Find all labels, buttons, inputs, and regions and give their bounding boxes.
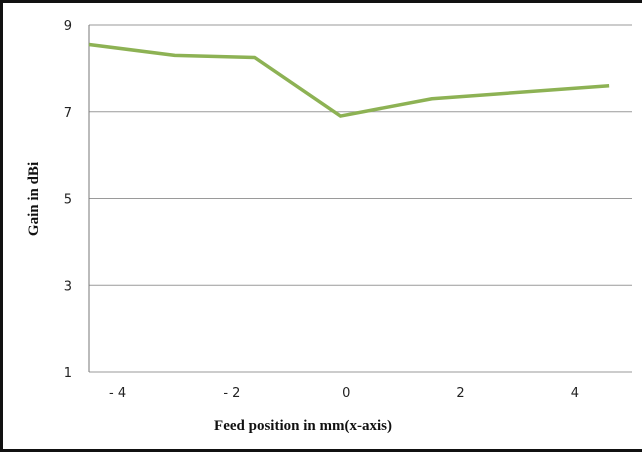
- x-tick-label: 0: [342, 386, 350, 401]
- y-tick-label: 9: [64, 19, 72, 34]
- x-tick-label: 4: [571, 386, 579, 401]
- x-tick-label: - 4: [109, 386, 126, 401]
- y-tick-label: 5: [64, 193, 72, 208]
- series-line: [88, 42, 610, 118]
- y-tick-labels: 1 3 5 7 9: [64, 19, 72, 381]
- y-tick-label: 3: [64, 279, 72, 294]
- x-tick-labels: - 4 - 2 0 2 4: [109, 386, 579, 401]
- y-tick-label: 1: [64, 366, 72, 381]
- y-axis-title: Gain in dBi: [26, 162, 42, 236]
- gridlines: [89, 24, 632, 373]
- x-tick-label: - 2: [223, 386, 240, 401]
- x-axis-title: Feed position in mm(x-axis): [214, 418, 392, 434]
- y-tick-label: 7: [64, 106, 72, 121]
- x-tick-label: 2: [456, 386, 464, 401]
